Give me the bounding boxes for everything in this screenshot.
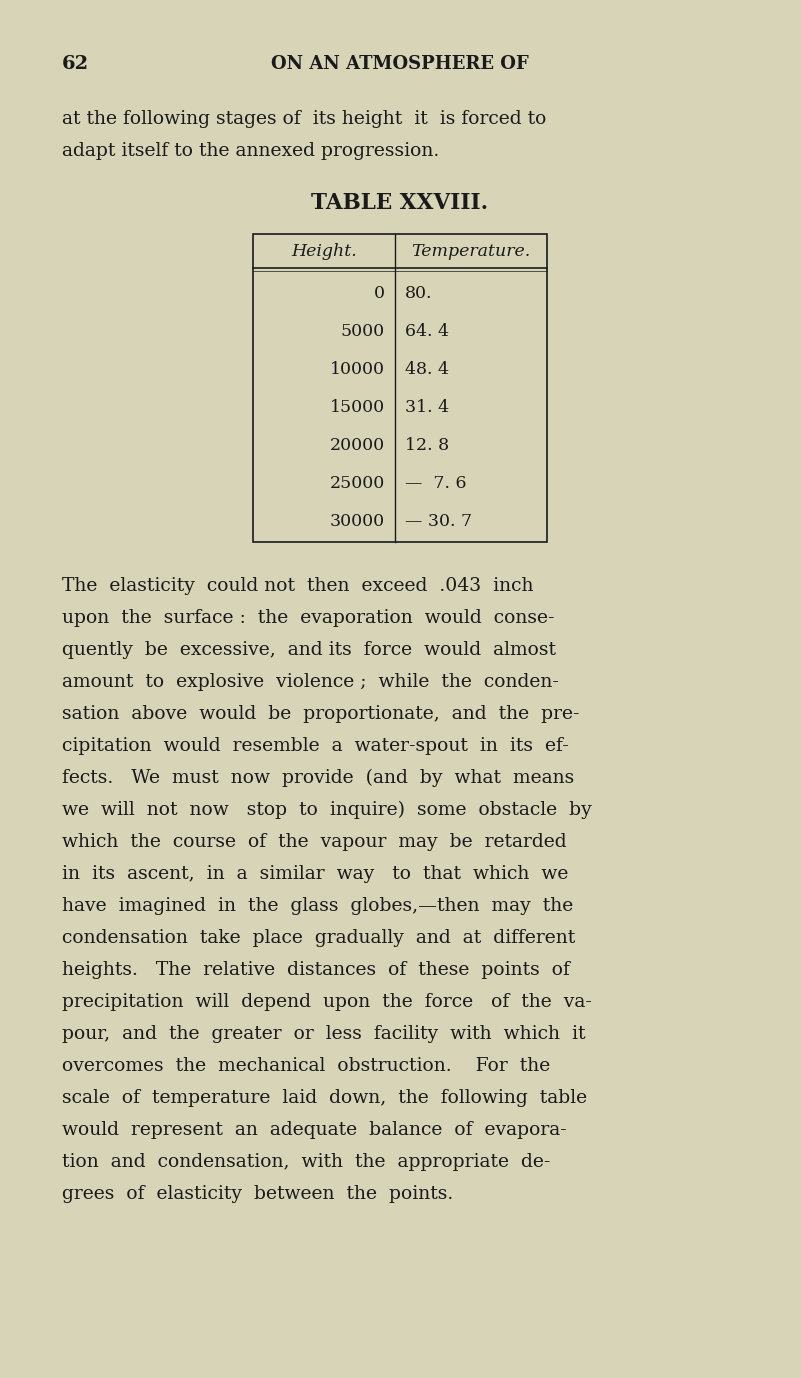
Text: upon  the  surface :  the  evaporation  would  conse-: upon the surface : the evaporation would… [62,609,554,627]
Text: The  elasticity  could not  then  exceed  .043  inch: The elasticity could not then exceed .04… [62,577,533,595]
Text: at the following stages of  its height  it  is forced to: at the following stages of its height it… [62,110,546,128]
Text: tion  and  condensation,  with  the  appropriate  de-: tion and condensation, with the appropri… [62,1153,550,1171]
Text: 15000: 15000 [330,398,385,416]
Text: fects.   We  must  now  provide  (and  by  what  means: fects. We must now provide (and by what … [62,769,574,787]
Text: quently  be  excessive,  and its  force  would  almost: quently be excessive, and its force woul… [62,641,556,659]
Text: 64. 4: 64. 4 [405,322,449,339]
Text: 20000: 20000 [330,437,385,453]
Text: we  will  not  now   stop  to  inquire)  some  obstacle  by: we will not now stop to inquire) some ob… [62,801,592,820]
Text: 48. 4: 48. 4 [405,361,449,378]
Text: grees  of  elasticity  between  the  points.: grees of elasticity between the points. [62,1185,453,1203]
Text: 10000: 10000 [330,361,385,378]
Text: Height.: Height. [291,243,357,259]
Text: 30000: 30000 [330,513,385,529]
Bar [253,234,547,542]
Text: scale  of  temperature  laid  down,  the  following  table: scale of temperature laid down, the foll… [62,1089,587,1107]
Text: ON AN ATMOSPHERE OF: ON AN ATMOSPHERE OF [271,55,529,73]
Text: —  7. 6: — 7. 6 [405,474,466,492]
Text: heights.   The  relative  distances  of  these  points  of: heights. The relative distances of these… [62,960,570,978]
Text: which  the  course  of  the  vapour  may  be  retarded: which the course of the vapour may be re… [62,832,566,852]
Text: 80.: 80. [405,284,433,302]
Text: TABLE XXVIII.: TABLE XXVIII. [312,192,489,214]
Text: cipitation  would  resemble  a  water-spout  in  its  ef-: cipitation would resemble a water-spout … [62,737,569,755]
Text: Temperature.: Temperature. [412,243,530,259]
Text: amount  to  explosive  violence ;  while  the  conden-: amount to explosive violence ; while the… [62,672,559,690]
Text: would  represent  an  adequate  balance  of  evapora-: would represent an adequate balance of e… [62,1120,567,1140]
Text: in  its  ascent,  in  a  similar  way   to  that  which  we: in its ascent, in a similar way to that … [62,865,569,883]
Text: overcomes  the  mechanical  obstruction.    For  the: overcomes the mechanical obstruction. Fo… [62,1057,550,1075]
Text: precipitation  will  depend  upon  the  force   of  the  va-: precipitation will depend upon the force… [62,994,592,1011]
Text: 62: 62 [62,55,89,73]
Text: condensation  take  place  gradually  and  at  different: condensation take place gradually and at… [62,929,575,947]
Text: sation  above  would  be  proportionate,  and  the  pre-: sation above would be proportionate, and… [62,706,579,723]
Text: adapt itself to the annexed progression.: adapt itself to the annexed progression. [62,142,439,160]
Text: — 30. 7: — 30. 7 [405,513,472,529]
Text: pour,  and  the  greater  or  less  facility  with  which  it: pour, and the greater or less facility w… [62,1025,586,1043]
Text: 25000: 25000 [330,474,385,492]
Text: 5000: 5000 [341,322,385,339]
Text: 0: 0 [374,284,385,302]
Text: 31. 4: 31. 4 [405,398,449,416]
Text: have  imagined  in  the  glass  globes,—then  may  the: have imagined in the glass globes,—then … [62,897,574,915]
Text: 12. 8: 12. 8 [405,437,449,453]
